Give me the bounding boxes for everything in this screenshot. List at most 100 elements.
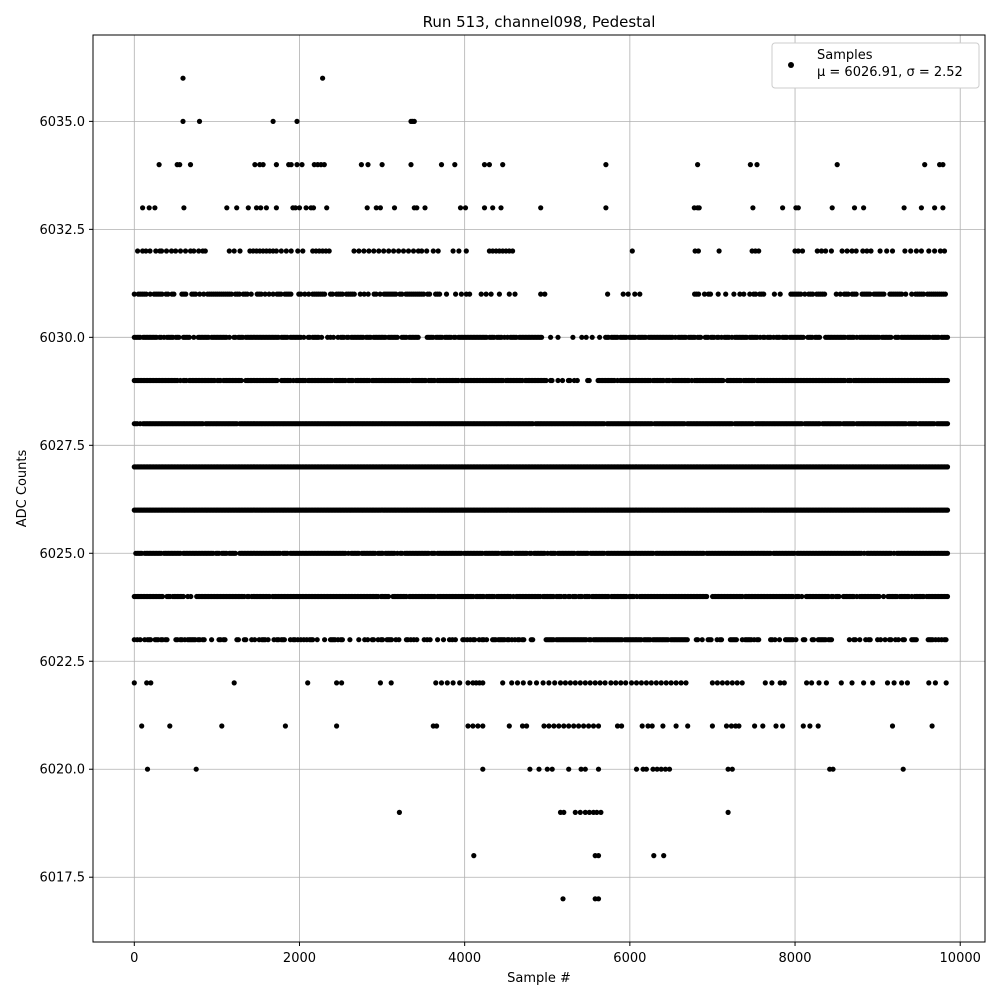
data-point [376,248,382,254]
data-point [823,680,830,686]
data-point [453,291,459,297]
data-point [265,637,271,643]
data-point [541,723,547,729]
data-point [747,291,753,297]
data-point [465,723,471,729]
data-point [481,205,488,211]
data-point [566,723,572,729]
data-point [481,162,488,168]
data-point [852,637,858,643]
data-point [900,766,906,772]
data-point [381,248,387,254]
data-point [561,809,567,816]
data-point [433,680,439,686]
data-point [577,809,583,816]
data-point [608,680,614,686]
data-point [581,723,587,729]
data-point [288,248,294,254]
data-point [555,334,561,340]
data-point [356,637,362,643]
data-point [815,723,821,729]
data-point [733,637,740,643]
data-point [944,334,951,340]
data-point [176,334,182,340]
data-point [941,248,948,254]
data-point [884,248,890,254]
data-point [452,162,458,168]
data-point [780,205,786,211]
data-point [234,205,240,211]
data-point [465,680,471,686]
data-point [944,464,951,470]
data-point [490,205,496,211]
data-point [258,291,264,297]
data-point [171,291,177,297]
data-point [339,680,345,686]
data-point [244,291,250,297]
data-point [377,680,383,686]
data-point [379,162,385,168]
legend-statistics: μ = 6026.91, σ = 2.52 [817,65,963,80]
data-point [514,680,521,686]
data-point [361,291,367,297]
data-point [562,680,569,686]
data-point [527,766,533,772]
data-point [587,680,593,686]
y-tick-label: 6027.5 [40,439,86,454]
data-point [908,248,914,254]
data-point [159,291,165,297]
data-point [146,205,152,211]
data-point [159,248,165,254]
data-point [414,637,420,643]
data-point [804,680,810,686]
data-point [543,377,549,384]
data-point [756,637,762,643]
data-point [699,637,705,643]
data-point [678,680,684,686]
data-point [663,680,669,686]
data-point [613,680,619,686]
data-point [944,593,951,600]
data-point [559,377,566,384]
data-point [707,291,714,297]
data-point [823,248,829,254]
data-point [527,680,533,686]
data-point [201,291,207,297]
data-point [356,248,362,254]
data-point [159,593,166,600]
data-point [673,680,679,686]
data-point [716,248,722,254]
data-point [440,637,447,643]
data-point [592,680,598,686]
data-point [231,680,237,686]
data-point [546,723,552,729]
data-point [567,680,574,686]
data-point [929,723,935,729]
data-point [830,766,836,772]
data-point [300,248,306,254]
data-point [243,637,249,643]
data-point [539,334,545,340]
data-point [709,723,716,729]
data-point [769,680,775,686]
data-point [278,248,284,254]
data-point [396,637,402,643]
data-point [326,248,332,254]
data-point [301,334,307,340]
data-point [310,205,317,211]
data-point [853,248,859,254]
data-point [940,162,946,168]
data-point [288,291,294,297]
data-point [922,162,928,168]
y-tick-label: 6035.0 [40,115,86,130]
data-point [386,248,392,254]
data-point [781,680,787,686]
data-point [334,723,340,729]
data-point [822,291,828,297]
data-point [394,334,400,340]
data-point [708,637,714,643]
data-point [400,248,407,254]
data-point [651,853,657,859]
data-point [377,291,383,297]
data-point [458,291,464,297]
